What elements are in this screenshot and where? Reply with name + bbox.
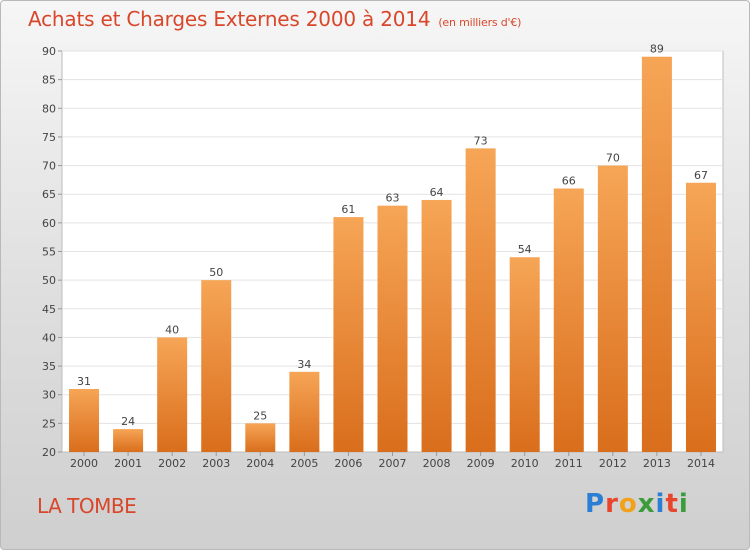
y-tick-label: 85 <box>42 74 56 87</box>
y-tick-label: 75 <box>42 131 56 144</box>
logo-letter: t <box>665 489 679 519</box>
bars: 31 24 40 50 25 34 61 63 64 73 54 66 70 89 67 <box>69 43 716 453</box>
x-tick-label: 2005 <box>290 457 318 470</box>
bar <box>113 429 144 452</box>
y-tick-label: 70 <box>42 160 56 173</box>
bar <box>377 205 408 452</box>
y-tick-label: 40 <box>42 331 56 344</box>
bar <box>245 423 276 452</box>
x-tick-label: 2007 <box>379 457 407 470</box>
bar <box>685 182 716 452</box>
x-tick-label: 2002 <box>158 457 186 470</box>
bar <box>157 337 188 452</box>
bar-value-label: 54 <box>518 243 532 256</box>
bar <box>201 280 232 452</box>
y-tick-label: 25 <box>42 417 56 430</box>
bar <box>509 257 540 452</box>
bar-value-label: 64 <box>430 186 444 199</box>
bar-value-label: 34 <box>297 358 311 371</box>
commune-name: LA TOMBE <box>37 494 137 518</box>
x-tick-label: 2001 <box>114 457 142 470</box>
logo-letter: i <box>678 489 689 519</box>
chart-unit: (en milliers d'€) <box>438 16 522 29</box>
bar <box>465 148 496 452</box>
bar-value-label: 67 <box>694 169 708 182</box>
y-tick-label: 50 <box>42 274 56 287</box>
x-tick-label: 2000 <box>70 457 98 470</box>
y-tick-label: 60 <box>42 217 56 230</box>
x-tick-label: 2013 <box>643 457 671 470</box>
bar-value-label: 61 <box>341 203 355 216</box>
bar-value-label: 50 <box>209 266 223 279</box>
x-tick-label: 2012 <box>599 457 627 470</box>
x-tick-label: 2010 <box>511 457 539 470</box>
bar-value-label: 63 <box>386 192 400 205</box>
bar-value-label: 31 <box>77 375 91 388</box>
bar-value-label: 24 <box>121 415 135 428</box>
bar <box>641 56 672 452</box>
proxiti-logo: Proxiti <box>585 489 689 519</box>
bar <box>597 165 628 453</box>
chart-title-text: Achats et Charges Externes 2000 à 2014 <box>28 7 431 31</box>
x-tick-label: 2014 <box>687 457 715 470</box>
logo-letter: P <box>585 489 606 519</box>
bar <box>289 371 320 452</box>
y-tick-label: 45 <box>42 303 56 316</box>
bar-value-label: 25 <box>253 409 267 422</box>
bar-value-label: 73 <box>474 134 488 147</box>
y-tick-label: 20 <box>42 446 56 459</box>
y-tick-label: 55 <box>42 246 56 259</box>
y-tick-label: 90 <box>42 45 56 58</box>
bar <box>421 199 452 452</box>
y-axis: 20 25 30 35 40 45 50 55 60 65 70 75 80 85 90 <box>42 45 62 459</box>
logo-letter: r <box>605 489 619 519</box>
y-tick-label: 30 <box>42 389 56 402</box>
x-tick-label: 2008 <box>423 457 451 470</box>
y-tick-label: 80 <box>42 102 56 115</box>
bar <box>333 217 364 452</box>
y-tick-label: 65 <box>42 188 56 201</box>
x-axis: 2000 2001 2002 2003 2004 2005 2006 2007 2008 2009… <box>70 452 715 470</box>
logo-letter: x <box>637 489 656 519</box>
bar-value-label: 89 <box>650 43 664 56</box>
x-tick-label: 2003 <box>202 457 230 470</box>
x-tick-label: 2011 <box>555 457 583 470</box>
bar <box>553 188 584 452</box>
chart-title: Achats et Charges Externes 2000 à 2014 (e… <box>28 7 521 31</box>
logo-letter: o <box>618 489 638 519</box>
x-tick-label: 2006 <box>334 457 362 470</box>
bar <box>69 388 100 452</box>
bar-value-label: 40 <box>165 323 179 336</box>
x-tick-label: 2004 <box>246 457 274 470</box>
y-tick-label: 35 <box>42 360 56 373</box>
bar-value-label: 70 <box>606 152 620 165</box>
logo-letter: i <box>655 489 666 519</box>
bar-value-label: 66 <box>562 174 576 187</box>
x-tick-label: 2009 <box>467 457 495 470</box>
